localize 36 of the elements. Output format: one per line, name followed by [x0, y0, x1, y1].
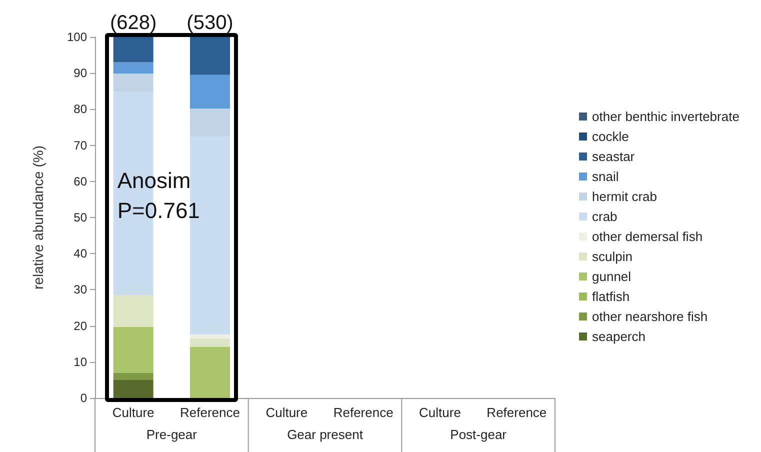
- legend-label: sculpin: [592, 249, 632, 264]
- legend-label: other nearshore fish: [592, 309, 708, 324]
- legend-label: cockle: [592, 129, 629, 144]
- y-tick-label: 40: [74, 246, 88, 261]
- x-tick-label: Reference: [333, 405, 394, 420]
- legend-label: other benthic invertebrate: [592, 109, 740, 124]
- y-tick-label: 50: [74, 210, 88, 224]
- legend-label: hermit crab: [592, 189, 658, 204]
- x-tick-label: Culture: [419, 405, 461, 420]
- y-tick-label: 20: [74, 318, 88, 333]
- y-tick-label: 0: [80, 391, 88, 405]
- legend-label: flatfish: [592, 289, 630, 304]
- y-tick-label: 10: [74, 354, 88, 369]
- x-tick-label: Reference: [180, 405, 240, 420]
- legend-label: seaperch: [592, 329, 646, 344]
- legend-label: other demersal fish: [592, 229, 703, 244]
- y-tick-label: 100: [66, 30, 88, 44]
- legend-label: gunnel: [592, 269, 632, 284]
- y-tick-label: 60: [74, 174, 88, 188]
- x-tick-label: Reference: [486, 405, 547, 420]
- y-tick-label: 90: [74, 66, 88, 80]
- y-tick-label: 70: [74, 138, 88, 152]
- annotation: Anosim P=0.761: [117, 168, 200, 223]
- y-axis-title: relative abundance (%): [30, 146, 46, 290]
- text: Pre-gear: [146, 427, 198, 442]
- y-tick-label: 80: [74, 102, 88, 116]
- legend-label: seastar: [592, 149, 636, 164]
- legend-label: snail: [592, 169, 619, 184]
- text: (628): [110, 12, 157, 34]
- text: Gear present: [287, 427, 364, 442]
- text: Post-gear: [450, 427, 508, 442]
- x-tick-label: Culture: [266, 405, 308, 420]
- legend-label: crab: [592, 209, 618, 224]
- x-tick-label: Culture: [112, 405, 154, 420]
- text: (530): [186, 12, 234, 34]
- y-tick-label: 30: [74, 282, 88, 297]
